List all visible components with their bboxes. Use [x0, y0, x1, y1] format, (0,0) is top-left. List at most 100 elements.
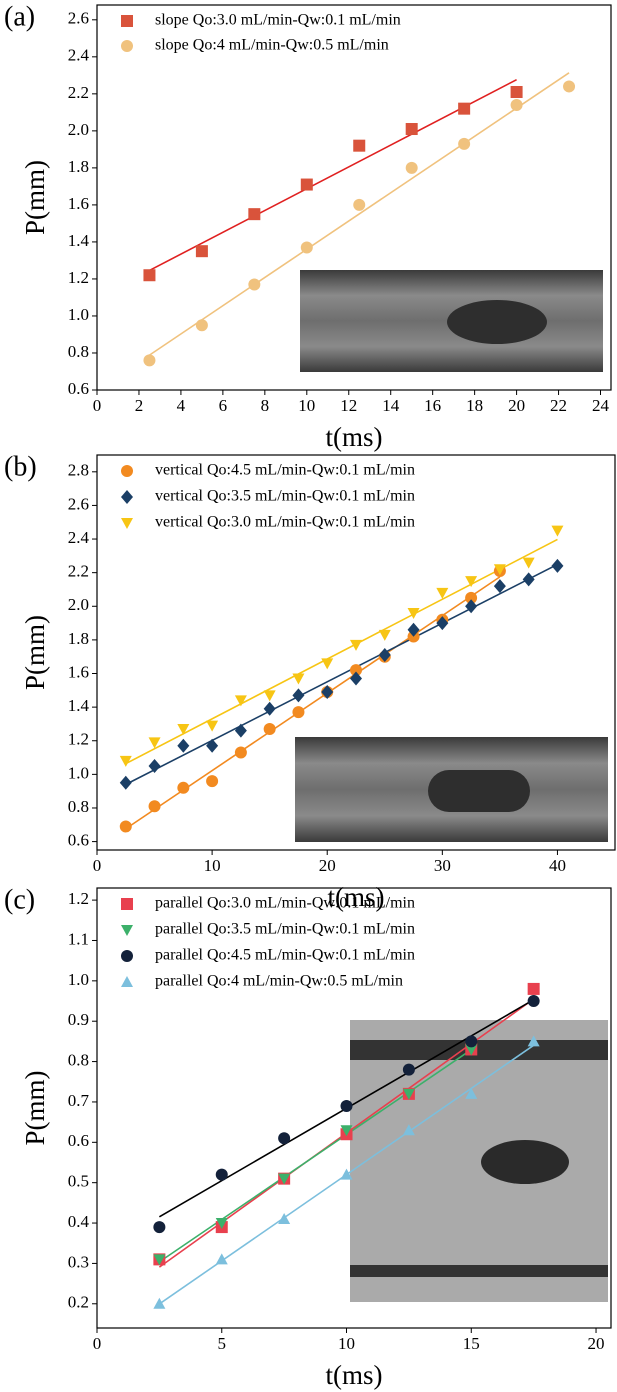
marker [527, 995, 540, 1008]
marker [402, 1124, 415, 1136]
y-tick-label: 1.2 [68, 268, 89, 287]
marker [234, 746, 247, 759]
y-axis-title: P(mm) [20, 615, 50, 690]
marker [353, 139, 366, 152]
marker [300, 241, 313, 254]
marker [119, 820, 132, 833]
marker [350, 664, 362, 677]
panel-label: (b) [4, 451, 37, 482]
x-tick-label: 10 [298, 396, 315, 415]
marker [215, 1168, 228, 1181]
legend-label: vertical Qo:4.5 mL/min-Qw:0.1 mL/min [155, 462, 415, 479]
marker [148, 758, 161, 773]
legend-label: parallel Qo:3.5 mL/min-Qw:0.1 mL/min [155, 921, 415, 938]
y-tick-label: 2.2 [68, 562, 89, 581]
marker [436, 616, 449, 631]
y-tick-label: 1.6 [68, 194, 89, 213]
fit-line [125, 538, 558, 765]
y-tick-label: 0.8 [68, 342, 89, 361]
legend-label: slope Qo:3.0 mL/min-Qw:0.1 mL/min [155, 12, 401, 29]
x-tick-label: 2 [135, 396, 144, 415]
marker [143, 354, 156, 367]
y-tick-label: 1.8 [68, 629, 89, 648]
y-axis-title: P(mm) [20, 1070, 50, 1145]
marker [248, 278, 261, 291]
marker [177, 723, 190, 735]
legend-marker [121, 465, 133, 477]
marker [493, 579, 506, 594]
marker [378, 629, 391, 641]
panel-label: (a) [4, 1, 35, 32]
marker [465, 591, 478, 604]
marker [292, 673, 305, 685]
marker [292, 688, 305, 703]
inset-image [350, 1020, 608, 1302]
x-tick-label: 20 [319, 856, 336, 875]
fit-line [158, 1048, 472, 1263]
marker [510, 98, 523, 111]
legend-label: parallel Qo:4 mL/min-Qw:0.5 mL/min [155, 973, 403, 990]
y-tick-label: 2.2 [68, 83, 89, 102]
y-tick-label: 1.2 [68, 889, 89, 908]
y-tick-label: 0.5 [68, 1172, 89, 1191]
inset-image [300, 270, 603, 372]
marker [378, 648, 391, 663]
y-tick-label: 2.0 [68, 595, 89, 614]
marker [493, 564, 506, 576]
plot-frame [96, 454, 616, 851]
legend-marker [121, 925, 133, 936]
x-tick-label: 20 [588, 1334, 605, 1353]
x-tick-label: 10 [204, 856, 221, 875]
marker [321, 685, 334, 699]
legend-label: parallel Qo:3.0 mL/min-Qw:0.1 mL/min [155, 895, 415, 912]
x-tick-label: 6 [219, 396, 228, 415]
y-tick-label: 0.7 [68, 1091, 90, 1110]
legend-marker [121, 490, 133, 504]
y-tick-label: 0.9 [68, 1010, 89, 1029]
marker [465, 1087, 478, 1099]
marker [551, 525, 564, 537]
marker [148, 737, 161, 749]
marker [340, 1168, 353, 1180]
legend-label: vertical Qo:3.0 mL/min-Qw:0.1 mL/min [155, 514, 415, 531]
marker [465, 599, 478, 614]
y-tick-label: 1.2 [68, 730, 89, 749]
marker [405, 161, 418, 174]
marker [278, 1132, 291, 1145]
marker [278, 1213, 291, 1225]
marker [215, 1218, 228, 1230]
y-tick-label: 0.8 [68, 797, 89, 816]
marker [527, 1035, 540, 1047]
y-tick-label: 1.6 [68, 662, 89, 681]
marker [153, 1221, 166, 1234]
marker [465, 1044, 478, 1056]
marker [215, 1253, 228, 1265]
marker [465, 1035, 478, 1048]
marker [234, 723, 247, 738]
marker [292, 706, 305, 719]
legend-marker [121, 976, 133, 987]
marker [278, 1173, 291, 1185]
marker [143, 269, 156, 282]
marker [458, 102, 471, 115]
x-tick-label: 40 [549, 856, 566, 875]
y-tick-label: 2.4 [68, 528, 90, 547]
marker [206, 738, 219, 753]
y-tick-label: 0.6 [68, 1131, 89, 1150]
marker [206, 720, 219, 732]
marker [353, 198, 366, 211]
inset-image [295, 737, 608, 842]
x-tick-label: 15 [463, 1334, 480, 1353]
fit-line [125, 563, 558, 786]
x-tick-label: 14 [382, 396, 400, 415]
marker [405, 123, 418, 136]
plot-frame [96, 4, 612, 391]
y-tick-label: 2.4 [68, 46, 90, 65]
marker [350, 639, 362, 651]
marker [350, 671, 362, 686]
plot-frame [96, 887, 612, 1329]
x-tick-label: 4 [177, 396, 186, 415]
marker [563, 80, 576, 93]
marker [177, 781, 190, 794]
marker [263, 722, 276, 735]
